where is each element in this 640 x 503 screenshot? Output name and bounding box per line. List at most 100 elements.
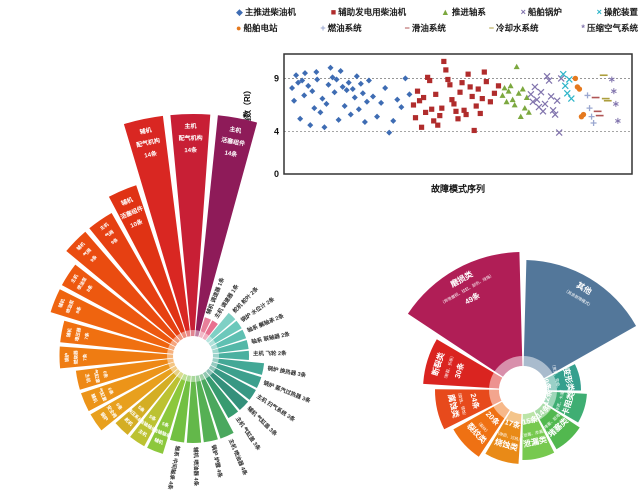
dash-marker-icon: − bbox=[488, 22, 494, 33]
rose-wedge-label: 6条 bbox=[114, 402, 124, 412]
scatter-point bbox=[406, 91, 413, 98]
scatter-point bbox=[451, 101, 457, 107]
rose-wedge-label: 9条 bbox=[110, 236, 120, 246]
scatter-point bbox=[576, 86, 583, 92]
scatter-point bbox=[374, 113, 381, 120]
rose-wedge bbox=[210, 329, 247, 350]
big-rose-chart: 主机 活塞组件 14条 辅机 调速器 1条 主机 调速器 1条 舵机 舵叶 2条 锅炉 水位… bbox=[0, 60, 392, 503]
rose-wedge-label: 辅机 bbox=[153, 436, 165, 446]
rose-wedge-label: 气阀 bbox=[82, 246, 94, 258]
rose-wedge-label: 9条 bbox=[89, 253, 99, 263]
legend-item: − 滑油系统 bbox=[405, 22, 446, 34]
rose-wedge bbox=[50, 289, 176, 351]
scatter-point bbox=[507, 82, 514, 89]
scatter-point bbox=[317, 109, 324, 116]
scatter-point bbox=[370, 93, 376, 100]
scatter-point bbox=[299, 77, 306, 84]
rose-wedge-outside-label: 轴系 联轴器 2条 bbox=[250, 330, 290, 346]
legend-row: ● 船舶电站 + 燃油系统 − 滑油系统 − 冷却水系统 * 压缩空气系统 bbox=[236, 22, 638, 34]
scatter-point bbox=[495, 83, 502, 89]
scatter-point bbox=[457, 89, 463, 95]
scatter-point bbox=[505, 88, 512, 94]
x-axis-label: 故障模式序列 bbox=[431, 183, 485, 194]
scatter-point bbox=[586, 105, 593, 112]
rose-wedge bbox=[81, 362, 176, 412]
scatter-point bbox=[410, 102, 417, 108]
scatter-point bbox=[341, 103, 348, 110]
scatter-point bbox=[447, 82, 453, 88]
scatter-point bbox=[349, 86, 356, 93]
rose-wedge-label: 5条 bbox=[161, 420, 171, 429]
scatter-point bbox=[339, 83, 346, 90]
scatter-point bbox=[297, 115, 304, 122]
rose-wedge bbox=[61, 264, 178, 347]
scatter-point bbox=[529, 98, 537, 106]
rose-wedge-label: 喷油泵 bbox=[64, 299, 76, 315]
scatter-point bbox=[453, 108, 459, 114]
rose-wedge-label: 主机 bbox=[83, 373, 92, 384]
legend-label: 船舶电站 bbox=[243, 23, 278, 33]
scatter-point bbox=[414, 88, 421, 94]
scatter-point bbox=[517, 113, 524, 120]
small-rose-svg: 其他（其余故障模式）变形类（变形、弯曲、扭曲）9条卡阻类（卡死、卡滞）12条堵塞… bbox=[407, 252, 637, 464]
rose-wedge bbox=[195, 375, 218, 443]
rose-wedge bbox=[198, 317, 212, 339]
rose-wedge bbox=[115, 369, 181, 435]
circle-marker-icon: ● bbox=[236, 22, 242, 33]
scatter-point bbox=[465, 71, 471, 77]
rose-wedge bbox=[123, 115, 191, 337]
rose-wedge bbox=[170, 375, 191, 443]
scatter-point bbox=[289, 84, 296, 91]
scatter-point bbox=[477, 110, 483, 117]
rose-wedge-label: 气阀 bbox=[104, 228, 116, 239]
square-marker-icon: ■ bbox=[330, 6, 337, 17]
scatter-point bbox=[541, 100, 549, 108]
scatter-point bbox=[363, 98, 370, 105]
scatter-point bbox=[437, 112, 443, 119]
scatter-point bbox=[295, 79, 302, 86]
rose-wedge bbox=[205, 312, 236, 343]
rose-wedge bbox=[130, 371, 184, 447]
rose-wedge-label: 气缸套 bbox=[92, 369, 102, 384]
scatter-point bbox=[435, 122, 441, 128]
scatter-point bbox=[521, 105, 528, 111]
scatter-point bbox=[545, 77, 553, 84]
scatter-point bbox=[378, 99, 385, 106]
rose-wedge-label: 7条 bbox=[81, 353, 88, 361]
scatter-point bbox=[563, 89, 571, 97]
rose-wedge bbox=[522, 411, 555, 461]
scatter-point bbox=[503, 98, 510, 105]
scatter-point bbox=[314, 76, 321, 83]
rose-wedge-label: 5条 bbox=[148, 413, 158, 423]
scatter-plot-svg: 0 4 9 风险指数（RI） 故障模式序列 bbox=[242, 53, 633, 194]
scatter-point bbox=[416, 98, 423, 104]
scatter-point bbox=[499, 92, 506, 98]
rose-wedge bbox=[407, 252, 523, 377]
scatter-point bbox=[584, 92, 591, 99]
scatter-point bbox=[567, 95, 575, 103]
triangle-marker-icon: ▲ bbox=[440, 6, 450, 17]
scatter-point bbox=[455, 116, 461, 122]
asterisk-marker-icon: * bbox=[581, 22, 585, 33]
scatter-point bbox=[509, 96, 516, 103]
scatter-point bbox=[588, 113, 595, 120]
legend-label: 滑油系统 bbox=[411, 23, 446, 33]
rose-wedge-label: 8条 bbox=[74, 305, 83, 315]
rose-wedge-label: 14条 bbox=[184, 146, 198, 154]
scatter-point bbox=[365, 77, 372, 84]
scatter-point bbox=[305, 82, 312, 89]
scatter-point bbox=[333, 76, 340, 83]
scatter-point bbox=[439, 105, 445, 111]
scatter-point bbox=[398, 104, 405, 111]
rose-wedge-label: 6条 bbox=[101, 370, 109, 379]
scatter-point bbox=[441, 58, 447, 65]
rose-wedge-label: 5条 bbox=[136, 404, 146, 414]
rose-wedge bbox=[434, 389, 502, 430]
scatter-point bbox=[323, 100, 330, 107]
scatter-point bbox=[445, 76, 451, 83]
legend-item: ◆ 主推进柴油机 bbox=[236, 6, 296, 18]
small-rose-chart: 其他（其余故障模式）变形类（变形、弯曲、扭曲）9条卡阻类（卡死、卡滞）12条堵塞… bbox=[398, 243, 640, 503]
rose-wedge bbox=[210, 361, 262, 388]
